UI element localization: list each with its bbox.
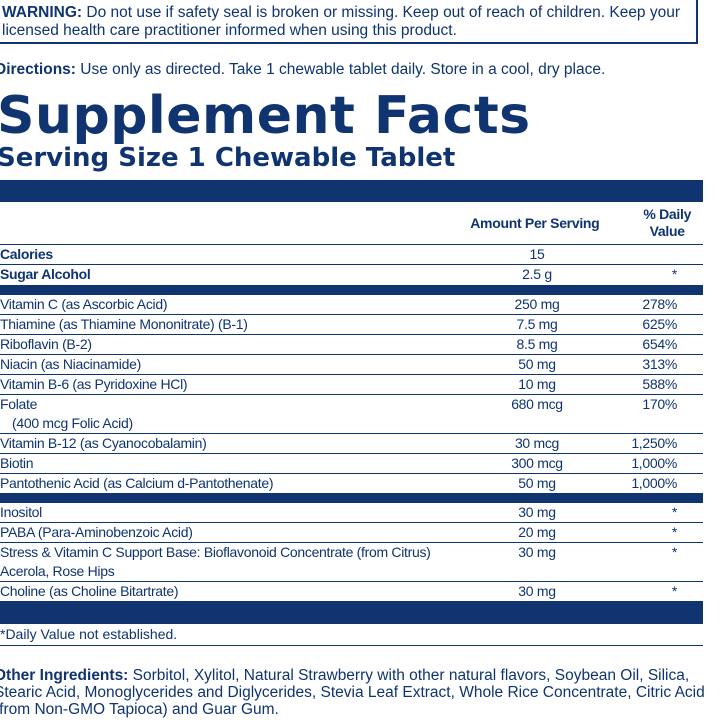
amount: 50 mg	[518, 475, 556, 491]
amount: 30 mcg	[514, 435, 560, 451]
daily-value: *	[671, 504, 677, 520]
nutrient-name: PABA (Para-Aminobenzoic Acid)	[0, 524, 193, 540]
nutrient-row: Choline (as Choline Bitartrate) 30 mg *	[0, 582, 703, 602]
thick-bar	[0, 180, 703, 202]
daily-value: 625%	[642, 316, 677, 332]
nutrient-name-cell: Stress & Vitamin C Support Base: Bioflav…	[0, 543, 467, 581]
daily-value: *	[671, 524, 677, 540]
nutrient-row: Sugar Alcohol 2.5 g *	[0, 265, 703, 286]
directions: Directions: Use only as directed. Take 1…	[0, 61, 605, 79]
daily-value: 170%	[642, 396, 677, 412]
amount: 8.5 mg	[516, 336, 558, 352]
other-text: Sorbitol, Xylitol, Natural Strawberry wi…	[0, 667, 705, 718]
daily-value: 1,000%	[631, 475, 677, 491]
nutrient-name: Pantothenic Acid (as Calcium d-Pantothen…	[0, 475, 274, 491]
daily-value: *	[671, 583, 677, 599]
nutrient-name-cell: Riboflavin (B-2)	[0, 335, 467, 354]
daily-value: *	[671, 544, 677, 560]
nutrient-name: Thiamine (as Thiamine Mononitrate) (B-1)	[0, 316, 248, 332]
directions-label: Directions:	[0, 61, 76, 78]
nutrient-name-cell: Vitamin B-12 (as Cyanocobalamin)	[0, 434, 467, 453]
serving-size: Serving Size 1 Chewable Tablet	[0, 143, 456, 173]
nutrient-name-cell: Vitamin C (as Ascorbic Acid)	[0, 295, 467, 314]
nutrient-subname: (400 mcg Folic Acid)	[12, 415, 133, 431]
amount: 30 mg	[518, 504, 556, 520]
nutrient-name: Calories	[0, 246, 53, 262]
nutrient-name-cell: Vitamin B-6 (as Pyridoxine HCl)	[0, 375, 467, 394]
header-dv: % Daily Value	[643, 206, 692, 239]
amount: 10 mg	[518, 376, 556, 392]
daily-value: 1,000%	[631, 455, 677, 471]
amount: 680 mcg	[511, 396, 563, 412]
nutrient-name-cell: Biotin	[0, 454, 467, 473]
nutrient-row: Thiamine (as Thiamine Mononitrate) (B-1)…	[0, 315, 703, 335]
nutrient-name-cell: Inositol	[0, 503, 467, 522]
header-row: Amount Per Serving % Daily Value	[0, 202, 703, 245]
nutrient-name: Choline (as Choline Bitartrate)	[0, 583, 179, 599]
nutrient-row: Vitamin B-12 (as Cyanocobalamin) 30 mcg 1,…	[0, 434, 703, 454]
amount: 300 mcg	[511, 455, 563, 471]
nutrient-name: Riboflavin (B-2)	[0, 336, 92, 352]
nutrient-row: PABA (Para-Aminobenzoic Acid) 20 mg *	[0, 523, 703, 543]
amount: 15	[529, 246, 545, 262]
daily-value: 654%	[642, 336, 677, 352]
nutrient-name: Vitamin C (as Ascorbic Acid)	[0, 296, 168, 312]
nutrient-row: Niacin (as Niacinamide) 50 mg 313%	[0, 355, 703, 375]
daily-value: 278%	[642, 296, 677, 312]
nutrient-name-cell: Calories	[0, 245, 467, 264]
nutrient-row: Folate (400 mcg Folic Acid) 680 mcg 170%	[0, 395, 703, 434]
thick-bar	[0, 602, 703, 624]
nutrient-name-cell: Choline (as Choline Bitartrate)	[0, 582, 467, 601]
thick-bar	[0, 286, 703, 295]
daily-value: 588%	[642, 376, 677, 392]
nutrient-row: Pantothenic Acid (as Calcium d-Pantothen…	[0, 474, 703, 494]
nutrient-name: Vitamin B-6 (as Pyridoxine HCl)	[0, 376, 188, 392]
facts-rows: Calories 15 Sugar Alcohol 2.5 g * Vitamin C (…	[0, 245, 703, 602]
nutrient-row: Inositol 30 mg *	[0, 503, 703, 523]
nutrient-row: Vitamin B-6 (as Pyridoxine HCl) 10 mg 588%	[0, 375, 703, 395]
warning-text: Do not use if safety seal is broken or m…	[2, 4, 681, 39]
thick-bar	[0, 494, 703, 503]
daily-value: *	[671, 266, 677, 282]
nutrient-row: Stress & Vitamin C Support Base: Bioflav…	[0, 543, 703, 582]
amount: 50 mg	[518, 356, 556, 372]
amount: 30 mg	[518, 544, 556, 560]
nutrient-name-cell: Folate (400 mcg Folic Acid)	[0, 395, 467, 433]
amount: 30 mg	[518, 583, 556, 599]
amount: 2.5 g	[522, 266, 552, 282]
nutrient-name: Niacin (as Niacinamide)	[0, 356, 141, 372]
footnote: *Daily Value not established.	[0, 624, 703, 646]
amount: 20 mg	[518, 524, 556, 540]
nutrient-row: Riboflavin (B-2) 8.5 mg 654%	[0, 335, 703, 355]
nutrient-row: Vitamin C (as Ascorbic Acid) 250 mg 278%	[0, 295, 703, 315]
nutrient-name-cell: Pantothenic Acid (as Calcium d-Pantothen…	[0, 474, 467, 493]
nutrient-name: Folate	[0, 396, 38, 412]
nutrient-name: Vitamin B-12 (as Cyanocobalamin)	[0, 435, 207, 451]
warning-box: WARNING: Do not use if safety seal is br…	[0, 0, 698, 44]
nutrient-name: Sugar Alcohol	[0, 266, 91, 282]
nutrient-name: Biotin	[0, 455, 34, 471]
directions-text: Use only as directed. Take 1 chewable ta…	[80, 61, 606, 78]
nutrient-name-cell: Thiamine (as Thiamine Mononitrate) (B-1)	[0, 315, 467, 334]
warning-label: WARNING:	[2, 4, 83, 21]
nutrient-row: Biotin 300 mcg 1,000%	[0, 454, 703, 474]
other-label: Other Ingredients:	[0, 667, 129, 684]
daily-value: 1,250%	[631, 435, 677, 451]
amount: 250 mg	[514, 296, 560, 312]
nutrient-name: Inositol	[0, 504, 42, 520]
nutrient-row: Calories 15	[0, 245, 703, 265]
nutrient-name-cell: Niacin (as Niacinamide)	[0, 355, 467, 374]
header-amount: Amount Per Serving	[470, 214, 600, 231]
nutrient-name-cell: PABA (Para-Aminobenzoic Acid)	[0, 523, 467, 542]
facts-title: Supplement Facts	[0, 86, 531, 146]
nutrient-name-cell: Sugar Alcohol	[0, 265, 467, 285]
daily-value	[607, 245, 677, 264]
daily-value: 313%	[642, 356, 677, 372]
amount: 7.5 mg	[516, 316, 558, 332]
facts-panel: Supplement Facts Serving Size 1 Chewable…	[0, 86, 703, 646]
nutrient-name: Stress & Vitamin C Support Base: Bioflav…	[0, 544, 431, 579]
other-ingredients: Other Ingredients: Sorbitol, Xylitol, Na…	[0, 667, 718, 718]
